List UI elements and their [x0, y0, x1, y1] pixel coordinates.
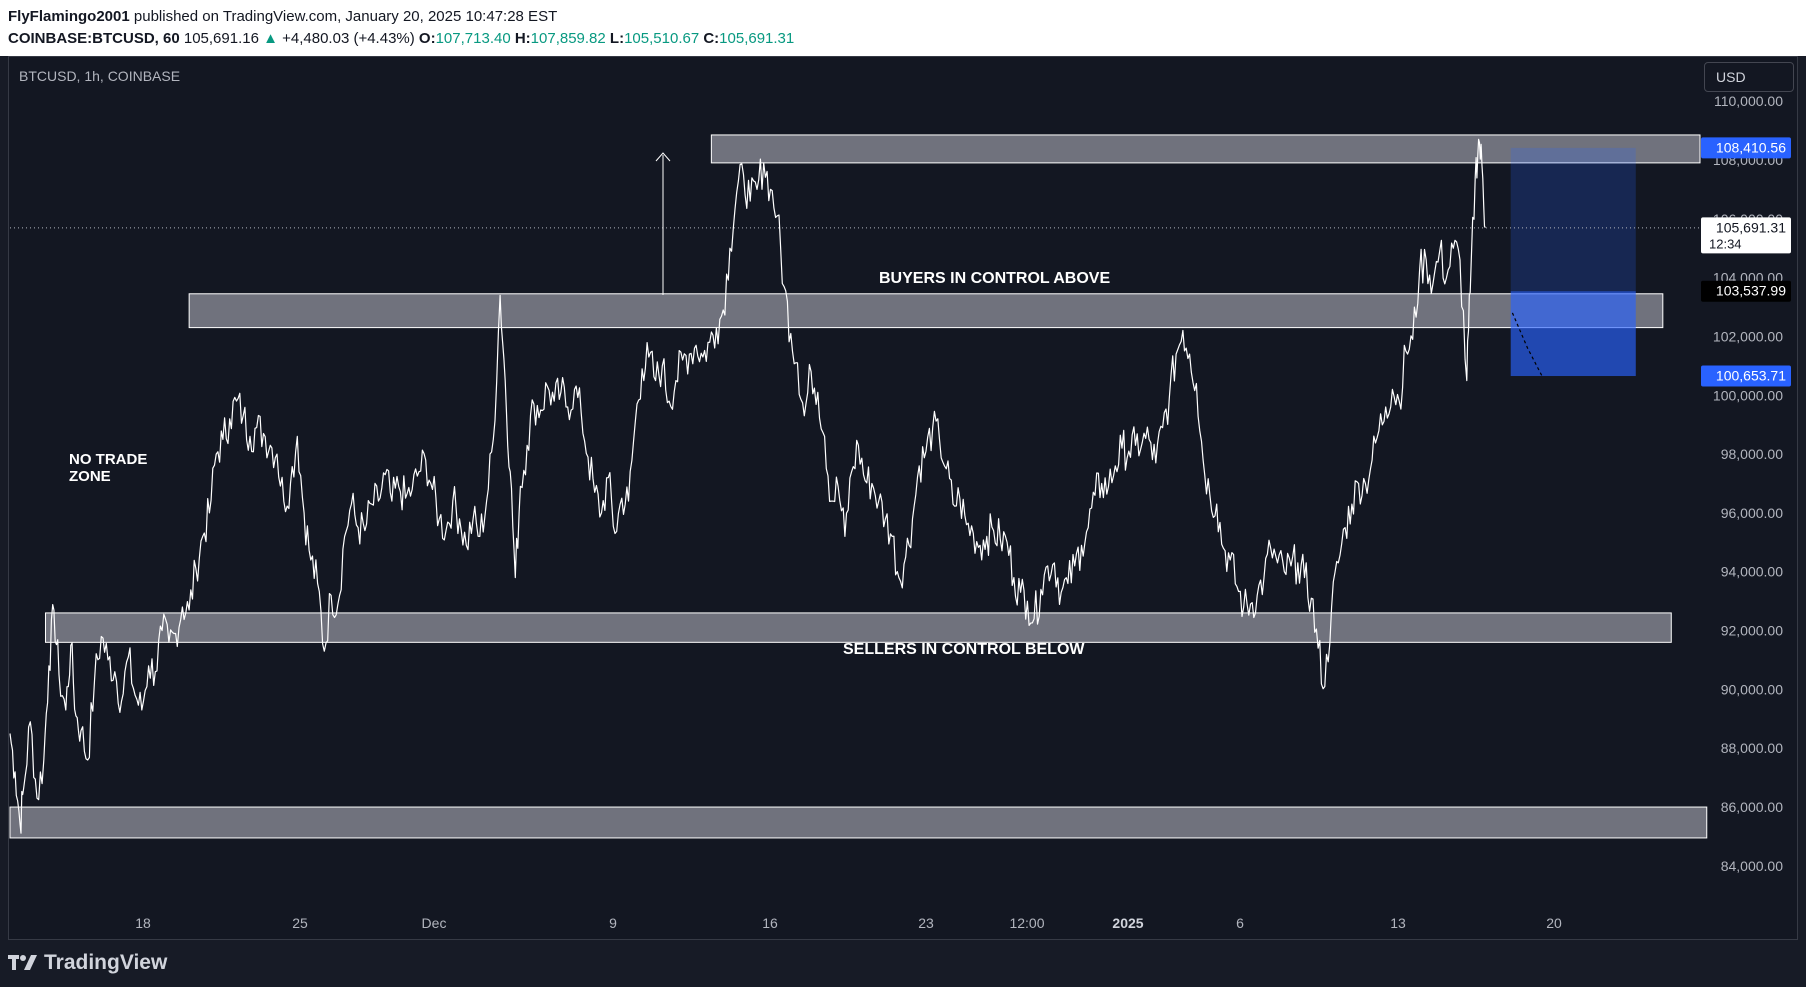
stop-price-tag: 100,653.71	[1716, 368, 1786, 384]
y-tick-label: 88,000.00	[1721, 740, 1783, 756]
y-tick-label: 102,000.00	[1713, 328, 1783, 344]
x-tick-label: 23	[918, 915, 934, 931]
zone-no-trade-zone[interactable]	[9, 806, 1708, 839]
stop-price-tag-bg	[1701, 365, 1791, 387]
y-tick-label: 84,000.00	[1721, 858, 1783, 874]
x-tick-label: 9	[609, 915, 617, 931]
position-profit-area[interactable]	[1510, 147, 1636, 292]
tradingview-wordmark: TradingView	[44, 951, 168, 974]
entry-price-tag-bg	[1701, 280, 1791, 302]
current-price-tag-countdown: 12:34	[1709, 236, 1742, 251]
high-value: 107,859.82	[530, 30, 606, 47]
x-tick-label: 16	[762, 915, 778, 931]
x-tick-label: 2025	[1112, 915, 1143, 931]
ohlc-line: COINBASE:BTCUSD, 60 105,691.16 ▲ +4,480.…	[8, 30, 794, 47]
y-tick-label: 86,000.00	[1721, 799, 1783, 815]
y-tick-label: 90,000.00	[1721, 681, 1783, 697]
publisher-line: FlyFlamingo2001 published on TradingView…	[8, 8, 557, 25]
high-label: H:	[514, 30, 531, 47]
price-change: +4,480.03 (+4.43%)	[282, 30, 415, 47]
current-price-tag: 105,691.31	[1716, 219, 1786, 235]
current-price-tag-bg	[1701, 217, 1791, 254]
up-arrow-icon	[655, 152, 671, 162]
x-tick-label: 18	[135, 915, 151, 931]
open-value: 107,713.40	[435, 30, 511, 47]
symbol-interval: COINBASE:BTCUSD, 60	[8, 30, 180, 47]
chart-frame[interactable]	[8, 56, 1798, 940]
footer	[0, 940, 1806, 987]
x-tick-label: 6	[1236, 915, 1244, 931]
y-tick-label: 110,000.00	[1714, 93, 1783, 109]
y-tick-label: 96,000.00	[1721, 505, 1783, 521]
y-tick-label: 92,000.00	[1721, 623, 1783, 639]
low-value: 105,510.67	[624, 30, 700, 47]
no-trade-annotation-line2: ZONE	[69, 468, 111, 485]
change-up-icon: ▲	[263, 30, 278, 47]
open-label: O:	[418, 30, 436, 47]
no-trade-annotation-line1: NO TRADE	[69, 451, 147, 468]
legend-symbol: BTCUSD, 1h, COINBASE	[19, 68, 180, 84]
buyers-annotation: BUYERS IN CONTROL ABOVE	[879, 270, 1110, 287]
y-tick-label: 100,000.00	[1713, 387, 1783, 403]
x-tick-label: 20	[1546, 915, 1562, 931]
position-risk-area[interactable]	[1510, 291, 1636, 377]
price-line-series	[9, 138, 1486, 834]
publication-header: FlyFlamingo2001 published on TradingView…	[0, 0, 1806, 56]
publisher-name[interactable]: FlyFlamingo2001	[8, 8, 130, 25]
y-tick-label: 98,000.00	[1721, 446, 1783, 462]
sellers-annotation: SELLERS IN CONTROL BELOW	[843, 641, 1085, 658]
tradingview-logo-icon	[8, 955, 37, 970]
tradingview-logo[interactable]: TradingView	[8, 951, 167, 975]
low-label: L:	[609, 30, 625, 47]
x-tick-label: 12:00	[1009, 915, 1044, 931]
published-text: published on TradingView.com, January 20…	[133, 8, 558, 25]
currency-button[interactable]: USD	[1704, 62, 1794, 92]
projection-dashed-line	[1511, 312, 1544, 378]
zone-resistance[interactable]	[710, 134, 1701, 164]
close-value: 105,691.31	[719, 30, 795, 47]
x-tick-label: 13	[1390, 915, 1406, 931]
zone-sellers-zone[interactable]	[44, 612, 1672, 643]
close-label: C:	[703, 30, 720, 47]
target-price-tag: 108,410.56	[1716, 139, 1786, 155]
y-tick-label: 94,000.00	[1721, 564, 1783, 580]
x-tick-label: 25	[292, 915, 308, 931]
target-price-tag-bg	[1701, 137, 1791, 159]
x-tick-label: Dec	[422, 915, 447, 931]
last-price: 105,691.16	[183, 30, 259, 47]
zone-buyers-zone[interactable]	[188, 293, 1664, 329]
entry-price-tag: 103,537.99	[1716, 283, 1786, 299]
